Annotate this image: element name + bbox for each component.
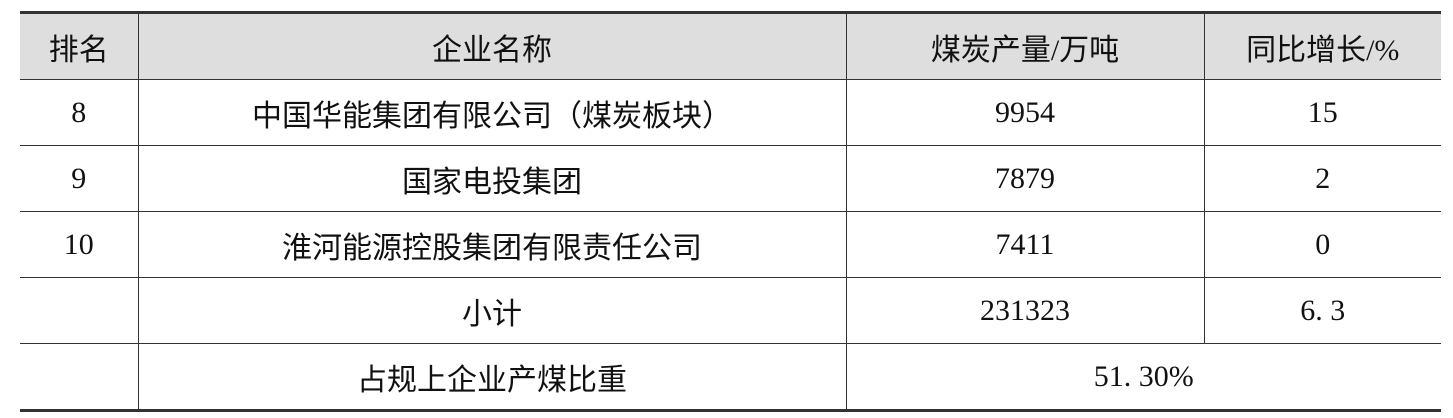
header-rank: 排名 bbox=[20, 12, 138, 80]
header-growth: 同比增长/% bbox=[1203, 12, 1441, 80]
cell-rank bbox=[20, 277, 138, 344]
cell-company: 国家电投集团 bbox=[137, 145, 846, 212]
header-output: 煤炭产量/万吨 bbox=[845, 12, 1204, 80]
cell-growth: 0 bbox=[1203, 211, 1441, 278]
table-row: 10 淮河能源控股集团有限责任公司 7411 0 bbox=[20, 211, 1441, 278]
header-row: 排名 企业名称 煤炭产量/万吨 同比增长/% bbox=[20, 12, 1441, 80]
cell-output: 7411 bbox=[845, 211, 1204, 278]
cell-share-label: 占规上企业产煤比重 bbox=[137, 343, 846, 411]
cell-company: 中国华能集团有限公司（煤炭板块） bbox=[137, 79, 846, 146]
cell-rank: 10 bbox=[20, 211, 138, 278]
coal-production-table: 排名 企业名称 煤炭产量/万吨 同比增长/% 8 中国华能集团有限公司（煤炭板块… bbox=[20, 11, 1441, 412]
share-row: 占规上企业产煤比重 51. 30% bbox=[20, 343, 1441, 411]
cell-growth: 15 bbox=[1203, 79, 1441, 146]
cell-subtotal-label: 小计 bbox=[137, 277, 846, 344]
cell-output: 9954 bbox=[845, 79, 1204, 146]
header-company: 企业名称 bbox=[137, 12, 846, 80]
table-row: 9 国家电投集团 7879 2 bbox=[20, 145, 1441, 212]
cell-empty bbox=[20, 343, 138, 411]
cell-output: 7879 bbox=[845, 145, 1204, 212]
cell-company: 淮河能源控股集团有限责任公司 bbox=[137, 211, 846, 278]
cell-growth: 2 bbox=[1203, 145, 1441, 212]
cell-rank: 9 bbox=[20, 145, 138, 212]
subtotal-row: 小计 231323 6. 3 bbox=[20, 277, 1441, 344]
cell-share-value: 51. 30% bbox=[845, 343, 1441, 411]
table-row: 8 中国华能集团有限公司（煤炭板块） 9954 15 bbox=[20, 79, 1441, 146]
cell-rank: 8 bbox=[20, 79, 138, 146]
cell-subtotal-growth: 6. 3 bbox=[1203, 277, 1441, 344]
cell-subtotal-output: 231323 bbox=[845, 277, 1204, 344]
